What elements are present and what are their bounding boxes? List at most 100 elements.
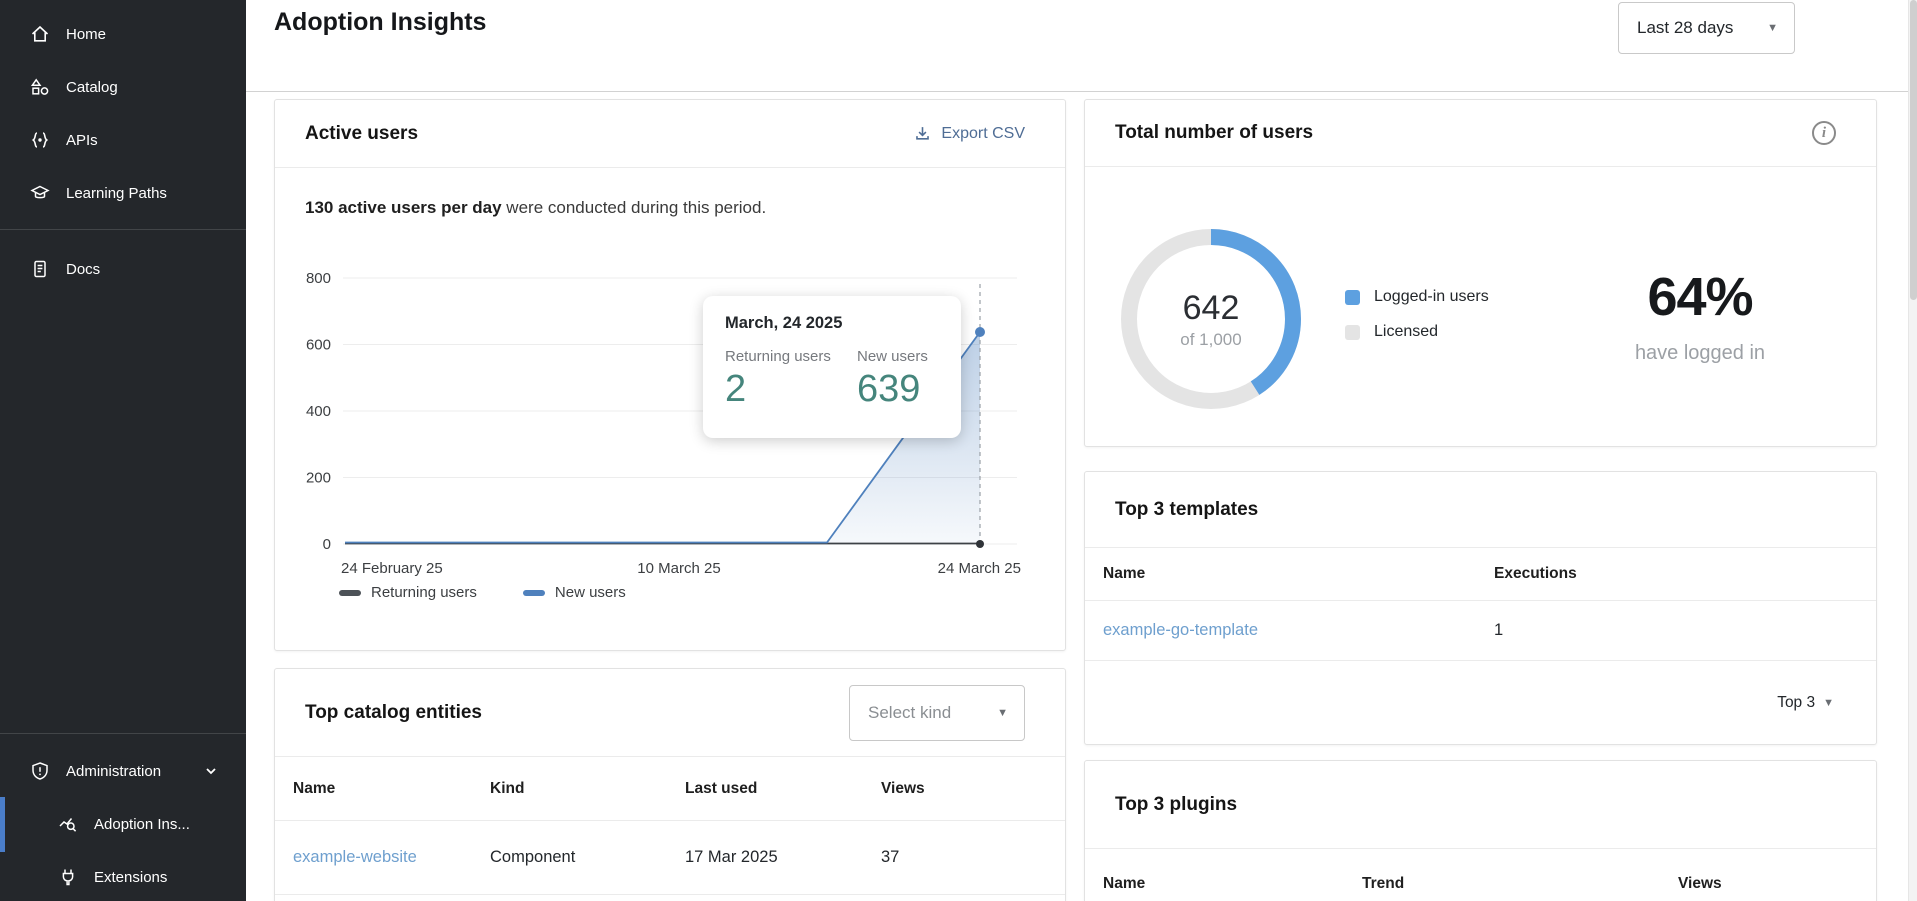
svg-text:800: 800 bbox=[306, 270, 331, 287]
chevron-down-icon: ▼ bbox=[1823, 697, 1834, 709]
select-kind-placeholder: Select kind bbox=[868, 702, 952, 722]
donut-value: 642 bbox=[1182, 288, 1240, 327]
sidebar-item-label: Docs bbox=[66, 260, 101, 278]
shield-exclamation-icon bbox=[32, 762, 48, 780]
top-templates-card: Top 3 templates Name Executions example-… bbox=[1084, 471, 1877, 745]
svg-text:400: 400 bbox=[306, 403, 331, 420]
plug-icon bbox=[62, 869, 74, 886]
returning-users-point bbox=[976, 540, 984, 548]
table-row: example-go-template 1 bbox=[1085, 601, 1876, 661]
active-users-card: Active users Export CSV 130 active users… bbox=[274, 99, 1066, 651]
sidebar-item-label: Extensions bbox=[94, 868, 168, 886]
templates-table-header: Name Executions bbox=[1085, 548, 1876, 601]
adoption-insights-icon bbox=[59, 818, 77, 832]
main-content: Adoption Insights Last 28 days ▼ Active … bbox=[246, 0, 1917, 901]
logged-in-percent-block: 64% have logged in bbox=[1555, 266, 1845, 365]
table-row: example-website Component 17 Mar 2025 37 bbox=[275, 821, 1065, 895]
svg-text:24 March 25: 24 March 25 bbox=[938, 560, 1021, 577]
card-title: Total number of users bbox=[1115, 122, 1314, 143]
legend-item-returning-users: Returning users bbox=[339, 584, 477, 601]
new-users-point bbox=[975, 327, 985, 337]
date-range-select[interactable]: Last 28 days ▼ bbox=[1618, 2, 1795, 54]
sidebar-item-docs[interactable]: Docs bbox=[0, 243, 246, 295]
chevron-down-icon: ▼ bbox=[1767, 22, 1778, 34]
export-csv-button[interactable]: Export CSV bbox=[914, 125, 1025, 143]
sidebar-item-label: Administration bbox=[66, 762, 162, 780]
donut-legend: Logged-in users Licensed bbox=[1345, 288, 1489, 341]
learning-paths-icon bbox=[30, 185, 50, 199]
top-plugins-card: Top 3 plugins Name Trend Views bbox=[1084, 760, 1877, 901]
template-executions: 1 bbox=[1494, 621, 1504, 639]
sidebar-item-apis[interactable]: APIs bbox=[0, 114, 246, 166]
svg-text:10 March 25: 10 March 25 bbox=[637, 560, 720, 577]
sidebar-item-administration[interactable]: Administration bbox=[0, 745, 246, 797]
sidebar-item-label: Catalog bbox=[66, 78, 118, 96]
logged-in-percent: 64% bbox=[1647, 267, 1753, 327]
svg-text:24 February 25: 24 February 25 bbox=[341, 560, 443, 577]
chevron-down-icon: ▼ bbox=[997, 706, 1008, 719]
logged-in-swatch bbox=[1345, 289, 1360, 305]
legend-item-new-users: New users bbox=[522, 584, 626, 601]
select-kind-dropdown[interactable]: Select kind ▼ bbox=[849, 684, 1025, 741]
sidebar-item-label: Learning Paths bbox=[66, 184, 167, 202]
sidebar-item-adoption-insights[interactable]: Adoption Ins... bbox=[0, 798, 246, 850]
card-title: Active users bbox=[305, 122, 419, 144]
entity-views: 37 bbox=[881, 848, 900, 866]
tooltip-new-value: 639 bbox=[857, 368, 921, 410]
new-users-area bbox=[345, 332, 980, 544]
users-donut-chart: 642 of 1,000 bbox=[1111, 219, 1311, 419]
sidebar: Home Catalog APIs Learning Paths Docs Ad… bbox=[0, 0, 246, 901]
entity-link[interactable]: example-website bbox=[293, 848, 417, 866]
sidebar-divider bbox=[0, 733, 246, 734]
svg-text:0: 0 bbox=[323, 536, 331, 553]
date-range-value: Last 28 days bbox=[1637, 18, 1734, 37]
scrollbar-thumb[interactable] bbox=[1910, 0, 1917, 300]
card-title: Top 3 plugins bbox=[1115, 793, 1238, 815]
chevron-down-icon bbox=[206, 768, 216, 775]
total-users-card: Total number of users i 642 of 1,000 Log… bbox=[1084, 99, 1877, 447]
page-title: Adoption Insights bbox=[274, 8, 487, 36]
donut-subvalue: of 1,000 bbox=[1180, 329, 1242, 349]
active-item-indicator bbox=[0, 797, 5, 852]
catalog-table-header: Name Kind Last used Views bbox=[275, 757, 1065, 821]
x-axis-labels: 24 February 25 10 March 25 24 March 25 bbox=[341, 560, 1021, 577]
legend-item-logged-in: Logged-in users bbox=[1345, 288, 1489, 306]
svg-text:200: 200 bbox=[306, 470, 331, 487]
legend-item-licensed: Licensed bbox=[1345, 323, 1489, 341]
sidebar-item-catalog[interactable]: Catalog bbox=[0, 61, 246, 113]
plugins-table-header: Name Trend Views bbox=[1103, 875, 1722, 892]
info-icon[interactable]: i bbox=[1812, 121, 1836, 145]
docs-icon bbox=[34, 260, 46, 278]
sidebar-divider bbox=[0, 229, 246, 230]
chart-summary: 130 active users per day were conducted … bbox=[305, 198, 767, 217]
sidebar-item-learning-paths[interactable]: Learning Paths bbox=[0, 167, 246, 219]
top-catalog-entities-card: Top catalog entities Select kind ▼ Name … bbox=[274, 668, 1066, 901]
header-divider bbox=[246, 91, 1917, 92]
home-icon bbox=[31, 25, 49, 42]
card-title: Top catalog entities bbox=[305, 701, 483, 723]
sidebar-item-label: Home bbox=[66, 25, 107, 43]
tooltip-new-label: New users bbox=[857, 348, 928, 365]
licensed-swatch bbox=[1345, 324, 1360, 340]
y-axis-labels: 800 600 400 200 0 bbox=[306, 270, 331, 553]
entity-last-used: 17 Mar 2025 bbox=[685, 848, 778, 866]
sidebar-item-label: Adoption Ins... bbox=[94, 815, 190, 833]
tooltip-returning-label: Returning users bbox=[725, 348, 831, 365]
new-users-swatch bbox=[522, 589, 545, 596]
top-n-select[interactable]: Top 3 ▼ bbox=[1777, 694, 1834, 711]
sidebar-item-label: APIs bbox=[66, 131, 98, 149]
entity-kind: Component bbox=[490, 848, 576, 866]
card-title: Top 3 templates bbox=[1115, 498, 1259, 520]
tooltip-date: March, 24 2025 bbox=[725, 314, 843, 332]
sidebar-item-home[interactable]: Home bbox=[0, 8, 246, 60]
apis-icon bbox=[31, 132, 49, 148]
tooltip-returning-value: 2 bbox=[725, 368, 747, 410]
template-link[interactable]: example-go-template bbox=[1103, 621, 1258, 639]
svg-text:600: 600 bbox=[306, 337, 331, 354]
download-icon bbox=[916, 127, 930, 140]
chart-tooltip: March, 24 2025 Returning users 2 New use… bbox=[703, 296, 961, 438]
catalog-icon bbox=[30, 78, 49, 95]
sidebar-item-extensions[interactable]: Extensions bbox=[0, 851, 246, 901]
donut-logged-in-arc bbox=[1121, 229, 1301, 409]
page-scrollbar[interactable] bbox=[1908, 0, 1917, 901]
